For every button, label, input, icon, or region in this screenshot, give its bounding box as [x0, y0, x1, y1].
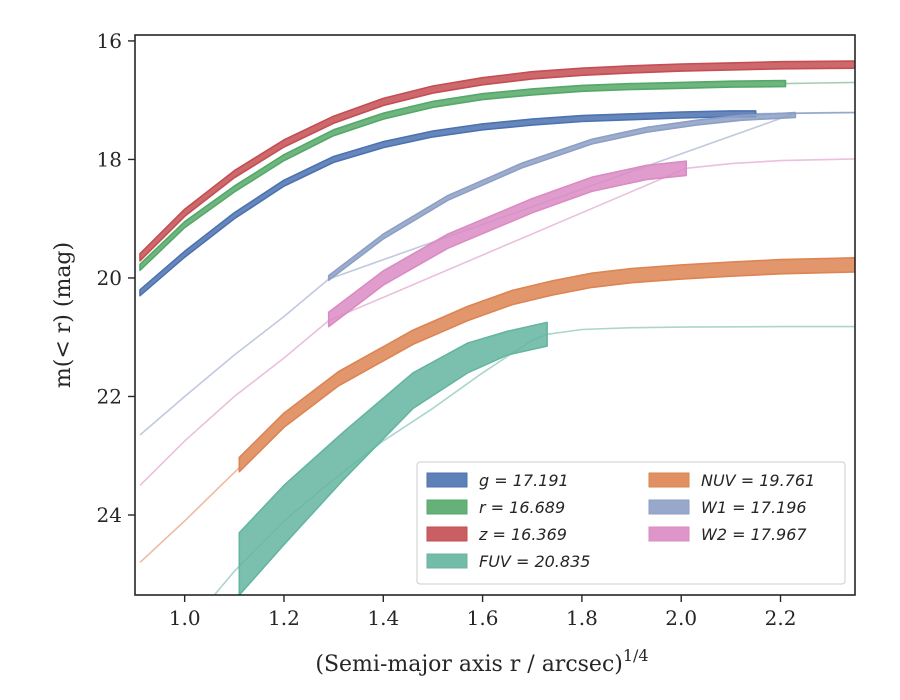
x-tick-label: 1.6: [467, 606, 499, 630]
legend-swatch: [648, 499, 690, 515]
legend-box: [416, 461, 846, 585]
legend-swatch: [426, 526, 468, 542]
x-tick-label: 2.0: [665, 606, 697, 630]
legend-swatch: [426, 553, 468, 569]
x-tick-label: 1.2: [268, 606, 300, 630]
series-nuv-extrapolated-line: [139, 467, 240, 563]
x-axis-title-text: (Semi-major axis r / arcsec): [315, 652, 622, 677]
y-tick-label: 18: [97, 147, 122, 171]
x-tick-label: 1.4: [367, 606, 399, 630]
y-tick-label: 24: [97, 503, 122, 527]
legend-label: FUV = 20.835: [479, 552, 590, 571]
x-tick-label: 2.2: [765, 606, 797, 630]
series-w1-extrapolated-line: [139, 111, 855, 436]
x-axis-title-exponent: 1/4: [623, 646, 649, 665]
series-nuv-band: [238, 257, 855, 473]
plot-frame: [134, 34, 856, 596]
legend: g = 17.191 r = 16.689 z = 16.369 FUV = 20.8…: [416, 461, 846, 585]
y-axis-title: m(< r) (mag): [51, 242, 76, 388]
series-w2-band: [327, 160, 687, 328]
series-fuv-band: [238, 321, 548, 595]
series-r-extrapolated-line: [785, 81, 855, 85]
y-axis-ticks: 16 18 20 22 24: [97, 29, 135, 527]
legend-label: W2 = 17.967: [701, 525, 807, 544]
series-w1-band: [327, 111, 797, 282]
x-axis-title: (Semi-major axis r / arcsec)1/4: [315, 646, 648, 677]
legend-label: NUV = 19.761: [701, 471, 815, 490]
x-axis-ticks: 1.0 1.2 1.4 1.6 1.8 2.0 2.2: [169, 595, 797, 630]
legend-swatch: [648, 526, 690, 542]
series-r-band: [139, 79, 787, 272]
legend-label: W1 = 17.196: [701, 498, 807, 517]
legend-label: r = 16.689: [479, 498, 565, 517]
x-tick-label: 1.8: [566, 606, 598, 630]
legend-label: z = 16.369: [478, 525, 567, 544]
legend-label: g = 17.191: [479, 471, 569, 490]
y-tick-label: 22: [97, 384, 122, 408]
legend-swatch: [426, 499, 468, 515]
legend-swatch: [426, 472, 468, 488]
series-z-band: [139, 60, 855, 262]
plot-curves: [139, 60, 855, 595]
legend-swatch: [648, 472, 690, 488]
x-tick-label: 1.0: [169, 606, 201, 630]
y-tick-label: 16: [97, 29, 122, 53]
y-tick-label: 20: [97, 266, 122, 290]
